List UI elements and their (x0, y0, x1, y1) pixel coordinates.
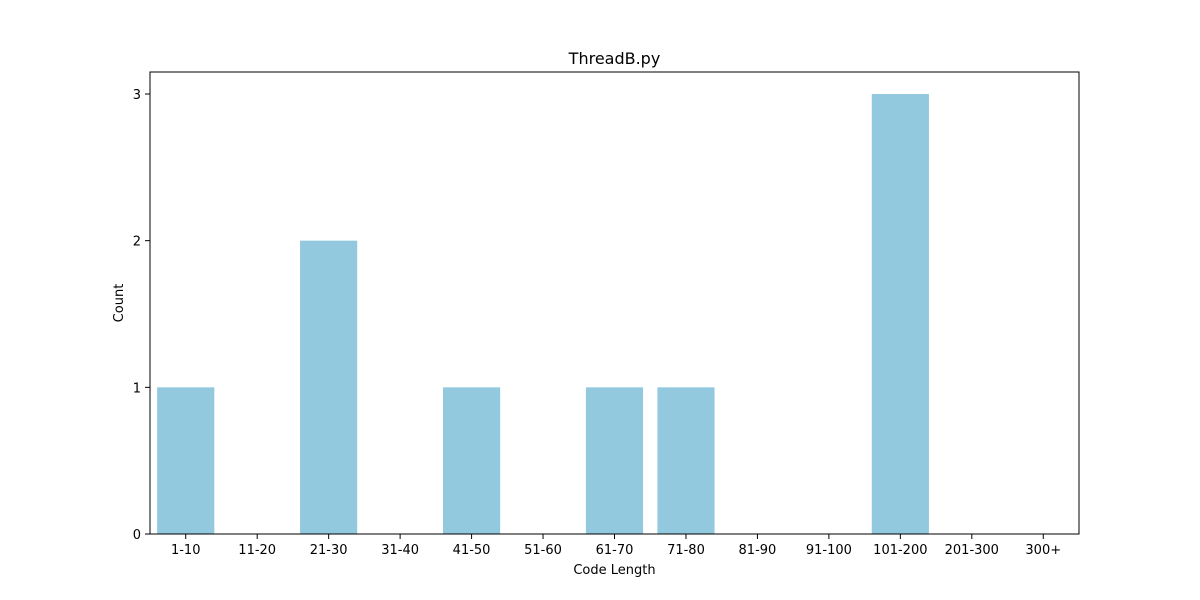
bar (442, 387, 501, 534)
bar (300, 240, 358, 534)
x-tick-label: 81-90 (739, 543, 777, 558)
x-tick-label: 41-50 (453, 543, 491, 558)
chart-title: ThreadB.py (568, 49, 661, 68)
y-tick-label: 3 (133, 88, 141, 103)
x-tick-label: 201-300 (945, 543, 999, 558)
x-axis-label: Code Length (573, 563, 655, 578)
x-tick-label: 61-70 (596, 543, 634, 558)
x-tick-label: 11-20 (238, 543, 276, 558)
x-tick-label: 51-60 (524, 543, 562, 558)
y-tick-label: 2 (133, 235, 141, 250)
x-tick-label: 300+ (1025, 543, 1061, 558)
bar (157, 387, 215, 534)
x-tick-label: 21-30 (310, 543, 348, 558)
x-tick-label: 1-10 (171, 543, 201, 558)
x-tick-label: 91-100 (806, 543, 852, 558)
x-axis-ticks: 1-10 11-20 21-30 31-40 41-50 51-60 61-70 71-80 8… (171, 534, 1061, 558)
bars-group (157, 94, 929, 534)
y-axis-label: Count (112, 284, 127, 323)
y-axis-ticks: 0 1 2 3 (133, 88, 150, 543)
y-tick-label: 0 (133, 528, 141, 543)
plot-frame (149, 71, 1080, 535)
bar (657, 387, 715, 534)
y-tick-label: 1 (133, 381, 141, 396)
bar (871, 94, 929, 534)
x-tick-label: 71-80 (667, 543, 705, 558)
x-tick-label: 31-40 (381, 543, 419, 558)
x-tick-label: 101-200 (873, 543, 927, 558)
bar (585, 387, 644, 534)
